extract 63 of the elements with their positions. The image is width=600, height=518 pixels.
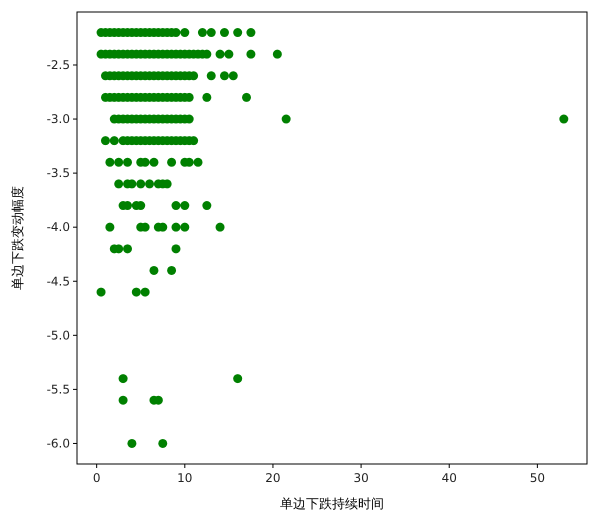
- point: [246, 28, 256, 38]
- point: [132, 288, 141, 297]
- point: [233, 28, 242, 38]
- point: [114, 158, 124, 167]
- point: [118, 396, 128, 405]
- point: [171, 201, 180, 210]
- point: [149, 266, 158, 275]
- point: [171, 222, 180, 232]
- point: [167, 158, 176, 167]
- point: [180, 28, 190, 38]
- point: [202, 201, 212, 210]
- y-tick-label: -4.5: [46, 274, 70, 288]
- point: [105, 158, 114, 167]
- point: [198, 28, 207, 38]
- point: [282, 114, 291, 124]
- x-tick-label: 20: [265, 471, 281, 485]
- point: [216, 50, 225, 59]
- point: [171, 244, 180, 254]
- point: [118, 374, 128, 384]
- point: [149, 158, 158, 167]
- y-tick-label: -3.5: [46, 166, 70, 180]
- point: [216, 222, 225, 232]
- y-axis-title: 单边下跌变动幅度: [10, 186, 26, 290]
- point: [158, 438, 168, 448]
- point: [194, 158, 203, 167]
- point: [180, 201, 190, 210]
- point: [272, 50, 282, 59]
- point: [228, 71, 238, 80]
- point: [242, 92, 251, 102]
- x-tick-label: 40: [442, 471, 457, 485]
- point: [123, 244, 132, 254]
- y-tick-label: -2.5: [46, 58, 70, 72]
- x-tick-label: 0: [92, 471, 100, 485]
- point: [145, 179, 154, 188]
- point: [110, 136, 119, 146]
- x-tick-label: 30: [353, 471, 369, 485]
- point: [220, 28, 229, 38]
- y-tick-label: -6.0: [46, 436, 70, 450]
- x-tick-label: 50: [530, 471, 546, 485]
- point: [127, 438, 136, 448]
- point: [559, 114, 568, 124]
- point: [140, 288, 150, 297]
- point: [123, 158, 132, 167]
- point: [220, 71, 229, 80]
- x-axis-title: 单边下跌持续时间: [280, 497, 384, 512]
- point: [180, 222, 190, 232]
- point: [167, 266, 176, 275]
- point: [105, 222, 114, 232]
- point: [206, 71, 216, 80]
- point: [100, 136, 110, 146]
- x-tick-label: 10: [177, 471, 192, 485]
- point: [246, 50, 256, 59]
- point: [206, 28, 216, 38]
- y-tick-label: -3.0: [46, 112, 70, 126]
- point: [233, 374, 242, 384]
- point: [114, 179, 124, 188]
- point: [202, 92, 212, 102]
- point: [136, 179, 146, 188]
- y-tick-label: -4.0: [46, 220, 70, 234]
- point: [96, 288, 106, 297]
- point: [224, 50, 234, 59]
- y-tick-label: -5.0: [46, 328, 70, 342]
- y-tick-label: -5.5: [46, 382, 70, 396]
